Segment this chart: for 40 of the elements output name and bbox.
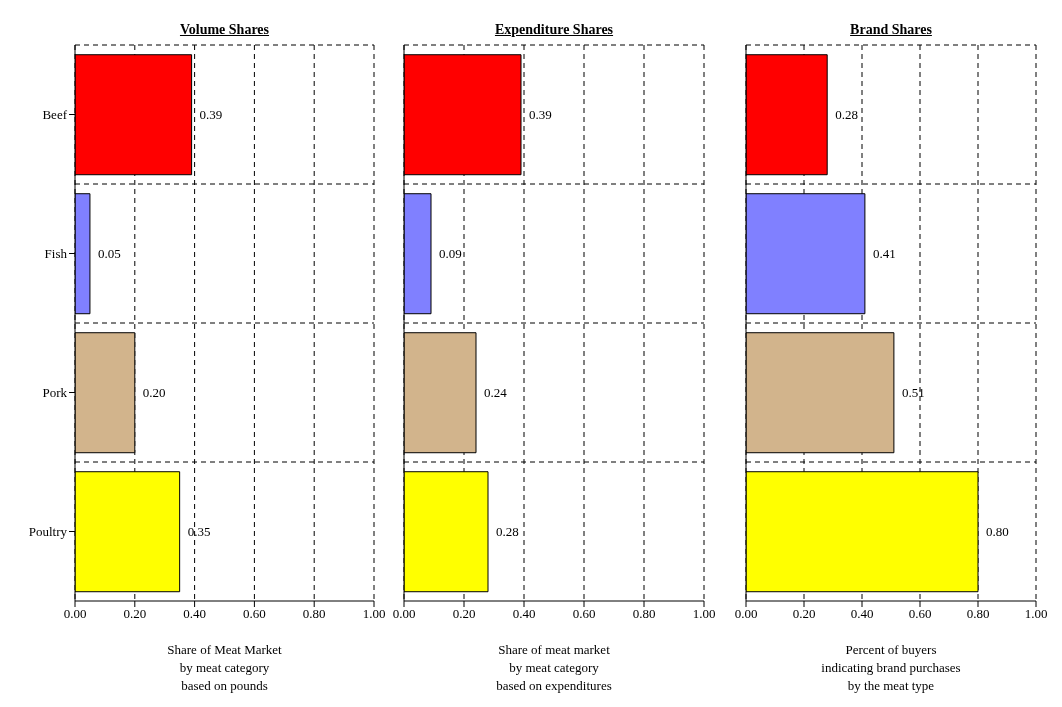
data-label: 0.24	[484, 385, 508, 401]
y-tick-label: Poultry	[28, 524, 68, 540]
x-tick-label: 0.40	[512, 606, 536, 622]
x-tick-label: 0.60	[572, 606, 596, 622]
data-label: 0.80	[986, 524, 1009, 540]
x-axis-title: Share of meat market by meat category based on expenditures	[495, 641, 613, 695]
x-tick-label: 0.60	[243, 606, 266, 622]
x-tick-label: 0.80	[966, 606, 990, 622]
data-label: 0.39	[199, 107, 223, 123]
data-label: 0.28	[496, 524, 519, 540]
data-label: 0.05	[97, 246, 121, 262]
x-tick-label: 1.00	[362, 606, 386, 622]
x-tick-label: 0.00	[392, 606, 416, 622]
data-label: 0.28	[835, 107, 858, 123]
x-tick-label: 1.00	[692, 606, 716, 622]
x-tick-label: 0.20	[792, 606, 816, 622]
x-tick-label: 0.00	[63, 606, 87, 622]
data-label: 0.41	[872, 246, 896, 262]
x-tick-label: 1.00	[1024, 606, 1048, 622]
chart-title: Expenditure Shares	[494, 22, 614, 38]
y-tick-label: Beef	[42, 107, 68, 123]
data-label: 0.51	[901, 385, 925, 401]
x-tick-label: 0.80	[632, 606, 656, 622]
x-tick-label: 0.80	[302, 606, 326, 622]
x-tick-label: 0.20	[123, 606, 147, 622]
y-tick-label: Fish	[44, 246, 68, 262]
chart-title: Brand Shares	[850, 22, 932, 38]
data-label: 0.35	[187, 524, 211, 540]
x-axis-title: Percent of buyers indicating brand purchases by the meat type	[820, 641, 962, 695]
x-axis-title: Share of Meat Market by meat category based on pounds	[166, 641, 283, 695]
x-tick-label: 0.00	[734, 606, 758, 622]
data-label: 0.20	[142, 385, 166, 401]
x-tick-label: 0.60	[908, 606, 932, 622]
data-label: 0.09	[439, 246, 462, 262]
x-tick-label: 0.40	[183, 606, 206, 622]
x-tick-label: 0.20	[452, 606, 476, 622]
x-tick-label: 0.40	[850, 606, 874, 622]
y-tick-label: Pork	[42, 385, 68, 401]
data-label: 0.39	[529, 107, 552, 123]
chart-title: Volume Shares	[179, 22, 270, 38]
